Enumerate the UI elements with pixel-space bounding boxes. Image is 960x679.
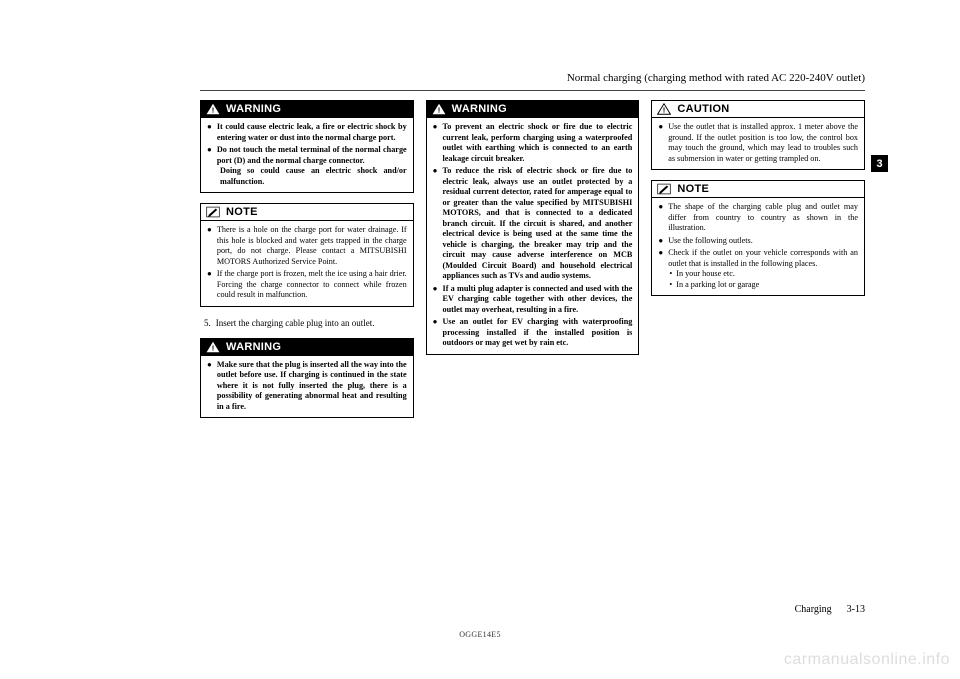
list-item: ●The shape of the charging cable plug an… — [658, 202, 858, 234]
bullet-icon: ● — [207, 360, 212, 413]
svg-text:!: ! — [663, 106, 666, 115]
bullet-icon: ● — [433, 284, 438, 316]
chapter-tab: 3 — [871, 155, 888, 172]
note-icon — [657, 183, 671, 195]
list-item: ●There is a hole on the charge port for … — [207, 225, 407, 267]
caution-box: ! CAUTION ●Use the outlet that is instal… — [651, 100, 865, 170]
warning-title: WARNING — [226, 103, 281, 115]
page: Normal charging (charging method with ra… — [0, 0, 960, 679]
warning-icon: ! — [432, 103, 446, 115]
list-item: ●To prevent an electric shock or fire du… — [433, 122, 633, 164]
note-title: NOTE — [226, 206, 258, 218]
list-item: ●It could cause electric leak, a fire or… — [207, 122, 407, 143]
note-body: ●There is a hole on the charge port for … — [201, 221, 413, 306]
bullet-icon: ● — [207, 269, 212, 301]
bullet-icon: ● — [433, 166, 438, 282]
note-body: ●The shape of the charging cable plug an… — [652, 198, 864, 295]
content-columns: ! WARNING ●It could cause electric leak,… — [200, 100, 865, 428]
list-item: ●Check if the outlet on your vehicle cor… — [658, 248, 858, 269]
note-icon — [206, 206, 220, 218]
warning-icon: ! — [206, 341, 220, 353]
caution-icon: ! — [657, 103, 671, 115]
column-3: ! CAUTION ●Use the outlet that is instal… — [651, 100, 865, 428]
note-header: NOTE — [201, 204, 413, 221]
step-text: Insert the charging cable plug into an o… — [216, 317, 375, 329]
bullet-icon: ● — [207, 225, 212, 267]
bullet-icon: ● — [658, 202, 663, 234]
column-2: ! WARNING ●To prevent an electric shock … — [426, 100, 640, 428]
bullet-icon: ● — [207, 122, 212, 143]
list-item: ●Use an outlet for EV charging with wate… — [433, 317, 633, 349]
sub-list: •In your house etc. •In a parking lot or… — [658, 269, 858, 290]
warning-body: ●Make sure that the plug is inserted all… — [201, 356, 413, 418]
continuation-text: Doing so could cause an electric shock a… — [207, 166, 407, 187]
warning-title: WARNING — [226, 341, 281, 353]
footer-page-ref: Charging 3-13 — [795, 604, 865, 615]
note-box-2: NOTE ●The shape of the charging cable pl… — [651, 180, 865, 296]
list-item: ●Do not touch the metal terminal of the … — [207, 145, 407, 166]
warning-body: ●It could cause electric leak, a fire or… — [201, 118, 413, 192]
sub-item: •In your house etc. — [669, 269, 858, 280]
warning-title: WARNING — [452, 103, 507, 115]
bullet-icon: ● — [433, 317, 438, 349]
footer-page: 3-13 — [847, 604, 865, 615]
svg-text:!: ! — [437, 106, 440, 115]
warning-header: ! WARNING — [201, 101, 413, 118]
bullet-icon: ● — [658, 122, 663, 164]
column-1: ! WARNING ●It could cause electric leak,… — [200, 100, 414, 428]
caution-title: CAUTION — [677, 103, 729, 115]
note-title: NOTE — [677, 183, 709, 195]
warning-body: ●To prevent an electric shock or fire du… — [427, 118, 639, 354]
list-item: ●To reduce the risk of electric shock or… — [433, 166, 633, 282]
bullet-icon: ● — [658, 248, 663, 269]
list-item: ●If the charge port is frozen, melt the … — [207, 269, 407, 301]
footer-section: Charging — [795, 604, 832, 615]
step-number: 5. — [204, 317, 211, 329]
warning-box-2: ! WARNING ●Make sure that the plug is in… — [200, 338, 414, 419]
list-item: ●If a multi plug adapter is connected an… — [433, 284, 633, 316]
warning-icon: ! — [206, 103, 220, 115]
warning-header: ! WARNING — [427, 101, 639, 118]
list-item: ●Use the following outlets. — [658, 236, 858, 247]
section-header: Normal charging (charging method with ra… — [567, 72, 865, 84]
caution-header: ! CAUTION — [652, 101, 864, 118]
watermark: carmanualsonline.info — [784, 651, 950, 669]
bullet-icon: ● — [433, 122, 438, 164]
warning-box-3: ! WARNING ●To prevent an electric shock … — [426, 100, 640, 355]
warning-box-1: ! WARNING ●It could cause electric leak,… — [200, 100, 414, 193]
sub-bullet: • — [669, 280, 672, 291]
note-header: NOTE — [652, 181, 864, 198]
sub-item: •In a parking lot or garage — [669, 280, 858, 291]
list-item: ●Make sure that the plug is inserted all… — [207, 360, 407, 413]
header-rule — [200, 90, 865, 91]
note-box-1: NOTE ●There is a hole on the charge port… — [200, 203, 414, 307]
sub-bullet: • — [669, 269, 672, 280]
bullet-icon: ● — [658, 236, 663, 247]
footer-code: OGGE14E5 — [0, 630, 960, 639]
caution-body: ●Use the outlet that is installed approx… — [652, 118, 864, 169]
step-5: 5. Insert the charging cable plug into a… — [204, 317, 414, 329]
svg-text:!: ! — [212, 343, 215, 352]
list-item: ●Use the outlet that is installed approx… — [658, 122, 858, 164]
svg-text:!: ! — [212, 106, 215, 115]
bullet-icon: ● — [207, 145, 212, 166]
warning-header: ! WARNING — [201, 339, 413, 356]
